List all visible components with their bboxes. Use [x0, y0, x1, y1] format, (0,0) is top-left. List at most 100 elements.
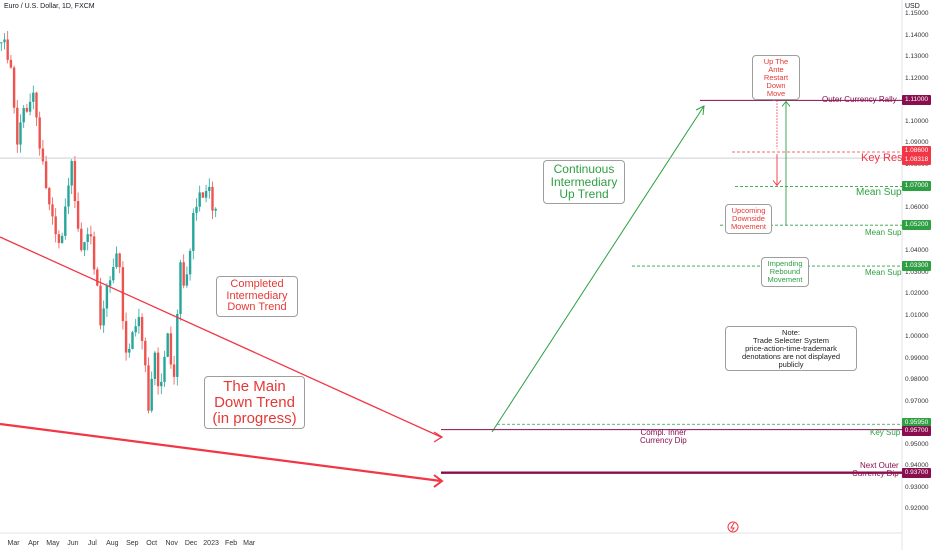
candle-body [131, 332, 134, 349]
key-sup-label: Key Sup [870, 428, 901, 437]
candle-body [147, 365, 150, 411]
candle-body [198, 192, 201, 207]
candle-body [64, 206, 67, 236]
y-tick-label: 1.15000 [905, 10, 929, 18]
main-down-trendline [0, 422, 442, 483]
next-outer-dip-label: Next Outer Currency Dip [852, 461, 899, 479]
next-outer-dip-price-tag: 0.93700 [902, 467, 931, 478]
plot-background [0, 0, 902, 550]
completed-down-arrowhead [433, 431, 444, 443]
main-down-trend-annotation: The Main Down Trend (in progress) [204, 376, 305, 430]
candle-body [176, 313, 179, 377]
candle-body [188, 250, 192, 275]
candle-body [0, 42, 3, 44]
continuous-up-trend-annotation: Continuous Intermediary Up Trend [543, 160, 625, 204]
y-tick-label: 1.02000 [905, 290, 929, 298]
candle-body [105, 285, 109, 309]
candle-body [19, 122, 22, 145]
candle-body [60, 235, 64, 243]
y-tick-label: 0.98000 [905, 376, 929, 384]
mean-sup-label-2: Mean Sup [865, 228, 902, 237]
up-the-ante-annotation: Up The Ante Restart Down Move [752, 55, 800, 101]
mean-sup-label-3: Mean Sup [865, 268, 902, 277]
x-tick-label: Sep [126, 540, 139, 547]
impending-rebound-arrowhead [781, 100, 791, 107]
mean-sup-price-tag-1: 1.07000 [902, 181, 931, 192]
x-tick-label: Apr [28, 540, 40, 547]
key-sup-price-tag: 0.95950 [902, 417, 931, 428]
note-box: Note: Trade Selecter System price-action… [725, 326, 857, 372]
candle-body [128, 348, 131, 353]
candle-body [70, 161, 73, 186]
candle-body [76, 201, 80, 229]
y-tick-label: 1.10000 [905, 117, 929, 125]
candle-body [214, 208, 217, 211]
candle-body [80, 228, 83, 251]
candle-body [35, 92, 38, 118]
y-tick-label: 1.00000 [905, 333, 929, 341]
y-tick-label: 1.04000 [905, 247, 929, 254]
candle-body [163, 356, 166, 382]
outer-rally-price-tag: 1.11000 [902, 95, 931, 106]
candle-body [150, 378, 153, 411]
x-tick-label: 2023 [203, 540, 219, 547]
x-tick-label: Feb [225, 540, 238, 547]
impending-rebound-annotation: Impending Rebound Movement [761, 257, 809, 287]
candle-body [201, 192, 205, 198]
candle-body [121, 267, 125, 322]
y-tick-label: 0.93000 [905, 483, 929, 491]
candle-body [22, 107, 25, 123]
candle-body [185, 274, 189, 286]
candle-body [195, 206, 198, 213]
candle-body [179, 262, 182, 314]
candle-body [9, 59, 13, 68]
candle-body [92, 236, 96, 270]
candle-body [118, 253, 121, 268]
x-tick-label: Aug [106, 540, 119, 547]
current-price-tag: 1.08318 [902, 154, 931, 165]
y-tick-label: 1.09000 [905, 139, 929, 147]
key-res-price-tag: 1.08600 [902, 146, 931, 157]
candle-body [134, 326, 137, 333]
x-tick-label: Oct [146, 540, 158, 547]
candle-body [153, 352, 157, 379]
y-tick-label: 1.12000 [905, 74, 929, 82]
y-tick-label: 1.13000 [905, 53, 929, 61]
candle-body [124, 321, 128, 353]
completed-down-trendline [0, 236, 442, 438]
event-bolt-glyph [730, 522, 735, 532]
candle-body [112, 267, 115, 281]
candle-body [6, 39, 9, 60]
candle-body [115, 253, 118, 268]
upcoming-down-arrowhead [772, 180, 782, 187]
candle-body [48, 188, 51, 205]
continuous-up-trendline [491, 105, 705, 433]
candle-body [140, 316, 144, 341]
candle-body [208, 186, 211, 191]
x-tick-label: Dec [184, 540, 198, 547]
compl-inner-dip-label: Compl. Inner Currency Dip [640, 428, 687, 446]
candle-body [89, 234, 93, 237]
candle-body [204, 190, 208, 198]
candle-body [99, 285, 102, 326]
candle-body [54, 216, 57, 235]
candle-body [73, 161, 77, 202]
candle-body [28, 101, 32, 112]
candle-body [137, 316, 141, 327]
main-down-arrowhead [433, 474, 444, 488]
candle-body [192, 212, 195, 251]
candle-body [182, 262, 185, 286]
candle-body [38, 117, 41, 149]
mean-sup-price-tag-3: 1.03300 [902, 261, 931, 272]
x-tick-label: May [46, 540, 60, 547]
candle-body [57, 234, 61, 243]
candle-body [166, 333, 169, 357]
y-tick-label: 1.03000 [905, 268, 929, 276]
mean-sup-price-tag-2: 1.05200 [902, 220, 931, 231]
y-tick-label: 0.92000 [905, 505, 929, 513]
candle-body [16, 107, 19, 145]
candle-body [144, 340, 147, 366]
candle-body [108, 280, 112, 286]
x-tick-label: Jun [67, 540, 79, 547]
